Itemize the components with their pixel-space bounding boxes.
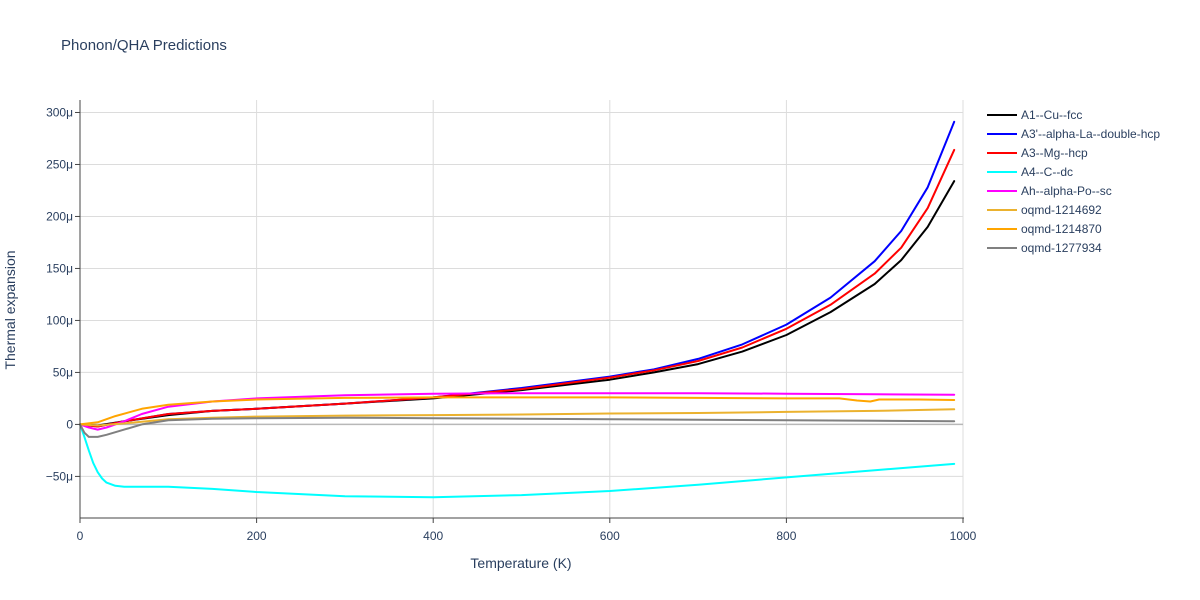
x-tick-label: 200 <box>247 529 267 543</box>
series-layer <box>79 120 956 499</box>
legend-label: A4--C--dc <box>1021 165 1073 179</box>
series-line <box>79 416 956 438</box>
series-line <box>79 392 956 431</box>
y-tick-label: 200μ <box>46 209 73 223</box>
legend-label: Ah--alpha-Po--sc <box>1021 184 1112 198</box>
y-tick-label: 300μ <box>46 105 73 119</box>
legend-label: A3--Mg--hcp <box>1021 146 1088 160</box>
x-ticks: 0 200 400 600 800 1000 <box>77 518 977 543</box>
y-axis-title: Thermal expansion <box>2 250 18 369</box>
x-axis-title: Temperature (K) <box>470 555 571 571</box>
x-tick-label: 800 <box>776 529 796 543</box>
x-tick-label: 600 <box>600 529 620 543</box>
legend-label: oqmd-1277934 <box>1021 241 1102 255</box>
series-line <box>79 148 956 428</box>
legend: A1--Cu--fcc A3'--alpha-La--double-hcp A3--… <box>987 108 1160 255</box>
series-line <box>79 180 956 427</box>
y-tick-label: 0 <box>66 417 73 431</box>
x-tick-label: 1000 <box>950 529 977 543</box>
series-line <box>79 408 956 427</box>
legend-label: oqmd-1214870 <box>1021 222 1102 236</box>
series-line <box>79 120 956 428</box>
series-line <box>79 423 956 499</box>
chart-title: Phonon/QHA Predictions <box>61 37 227 54</box>
chart-grid <box>80 100 964 518</box>
x-tick-label: 400 <box>423 529 443 543</box>
y-tick-label: 100μ <box>46 313 73 327</box>
legend-label: A3'--alpha-La--double-hcp <box>1021 127 1160 141</box>
y-tick-label: 250μ <box>46 157 73 171</box>
y-tick-label: 50μ <box>53 365 73 379</box>
series-line <box>79 396 956 426</box>
y-tick-label: −50μ <box>46 469 73 483</box>
x-tick-label: 0 <box>77 529 84 543</box>
legend-label: A1--Cu--fcc <box>1021 108 1082 122</box>
chart-axes <box>79 100 964 519</box>
y-ticks: −50μ 0 50μ 100μ 150μ 200μ 250μ 300μ <box>46 105 80 483</box>
legend-label: oqmd-1214692 <box>1021 203 1102 217</box>
y-tick-label: 150μ <box>46 261 73 275</box>
